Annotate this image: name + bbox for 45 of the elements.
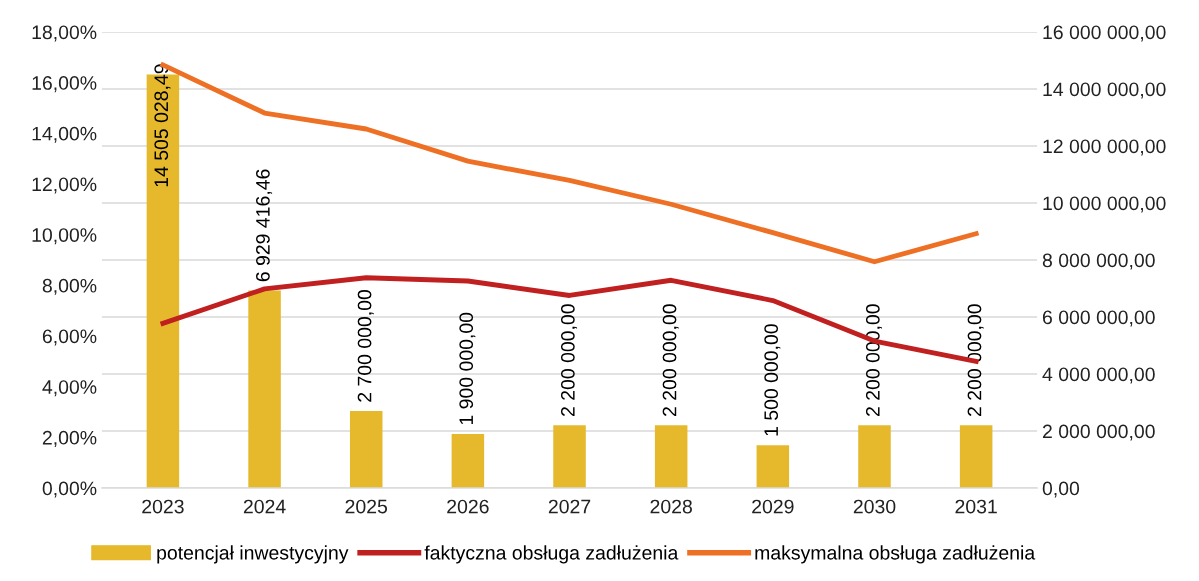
y2-tick-label: 2 000 000,00 [1042,424,1155,441]
y-tick-label: 4,00% [42,380,97,397]
bar [654,425,688,489]
x-tick-label: 2029 [752,499,794,514]
bar [858,425,891,489]
x-tick-label: 2028 [650,499,692,514]
y2-tick-label: 6 000 000,00 [1042,310,1155,327]
data-label: 1 900 000,00 [459,312,476,425]
x-tick-label: 2024 [243,499,286,514]
y-tick-label: 12,00% [32,177,97,194]
y2-tick-label: 4 000 000,00 [1042,367,1155,384]
data-label: 1 500 000,00 [764,324,781,436]
bar [553,425,586,489]
bar [451,433,485,489]
y2-tick-label: 10 000 000,00 [1043,196,1166,213]
x-tick-label: 2031 [955,499,997,514]
y-tick-label: 10,00% [32,228,97,245]
x-tick-label: 2026 [447,499,489,514]
y-tick-label: 0,00% [42,481,97,498]
bar [756,445,790,489]
legend-label: potencjał inwestycyjny [157,545,349,564]
legend-label: maksymalna obsługa zadłużenia [755,545,1036,564]
y2-tick-label: 12 000 000,00 [1043,139,1166,156]
bar [959,425,993,489]
bar [349,411,383,489]
bar [248,290,281,489]
x-tick-label: 2027 [548,499,591,514]
x-tick-label: 2030 [853,499,896,514]
y-tick-label: 16,00% [32,76,97,93]
y2-tick-label: 16 000 000,00 [1043,25,1166,42]
y-tick-label: 18,00% [32,25,97,42]
y-tick-label: 6,00% [42,329,97,346]
data-label: 2 700 000,00 [357,289,374,402]
y2-tick-label: 14 000 000,00 [1043,82,1166,99]
x-tick-label: 2023 [142,499,184,514]
y-tick-label: 14,00% [32,126,97,143]
y-tick-label: 8,00% [42,278,97,295]
data-label: 6 929 416,46 [256,169,273,282]
legend-label: faktyczna obsługa zadłużenia [424,545,679,564]
data-label: 2 200 000,00 [560,304,578,417]
data-label: 2 200 000,00 [662,304,679,417]
y2-tick-label: 0,00 [1042,481,1080,498]
y-tick-label: 2,00% [42,430,97,447]
x-tick-label: 2025 [345,499,388,514]
y2-tick-label: 8 000 000,00 [1042,253,1155,270]
